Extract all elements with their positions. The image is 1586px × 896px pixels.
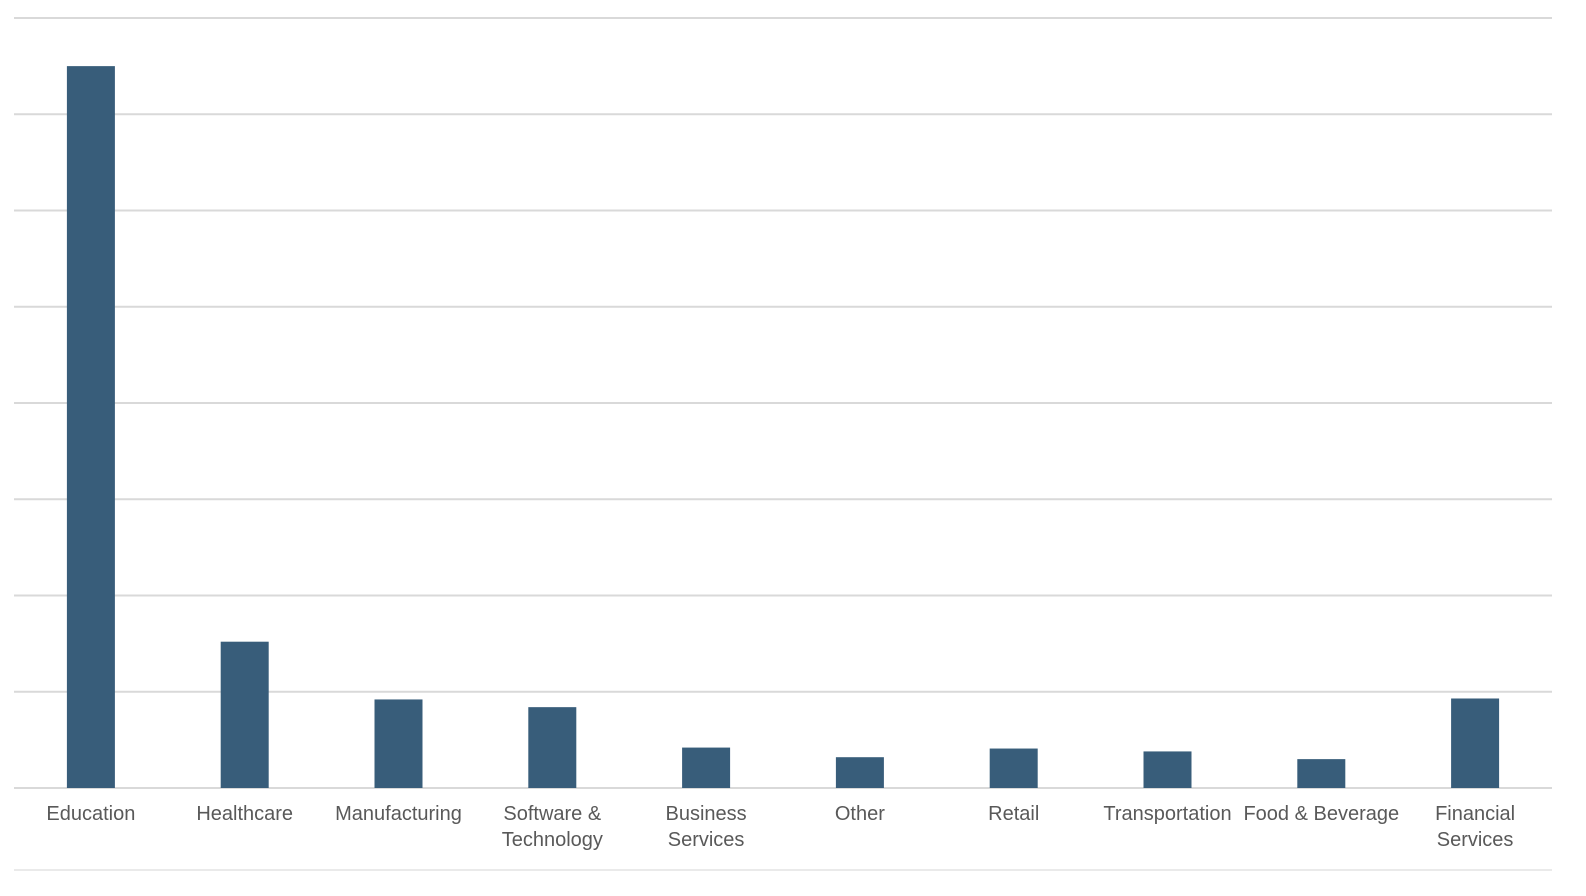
- bar: [989, 748, 1038, 788]
- bar: [835, 757, 884, 788]
- x-axis-tick-labels: Education Healthcare Manufacturing Software…: [46, 803, 1515, 851]
- bar: [374, 699, 423, 788]
- x-tick-label: Transportation: [1103, 803, 1231, 825]
- x-tick-label: Other: [835, 803, 885, 825]
- x-tick-label: Food & Beverage: [1243, 803, 1399, 825]
- bar: [528, 707, 577, 788]
- bar: [220, 641, 269, 788]
- gridlines: [14, 17, 1552, 789]
- x-tick-label: Software & Technology: [502, 803, 603, 851]
- bar: [1451, 698, 1500, 788]
- x-tick-label: Retail: [988, 803, 1039, 825]
- x-tick-label: Manufacturing: [335, 803, 462, 825]
- x-tick-label: Education: [46, 803, 135, 825]
- x-tick-label: Business Services: [666, 803, 747, 851]
- x-tick-label: Financial Services: [1435, 803, 1515, 851]
- x-tick-label: Healthcare: [196, 803, 293, 825]
- bar: [682, 747, 731, 788]
- bar: [1143, 751, 1192, 788]
- bar: [1297, 759, 1346, 788]
- bars: [66, 66, 1500, 788]
- bar: [66, 66, 115, 788]
